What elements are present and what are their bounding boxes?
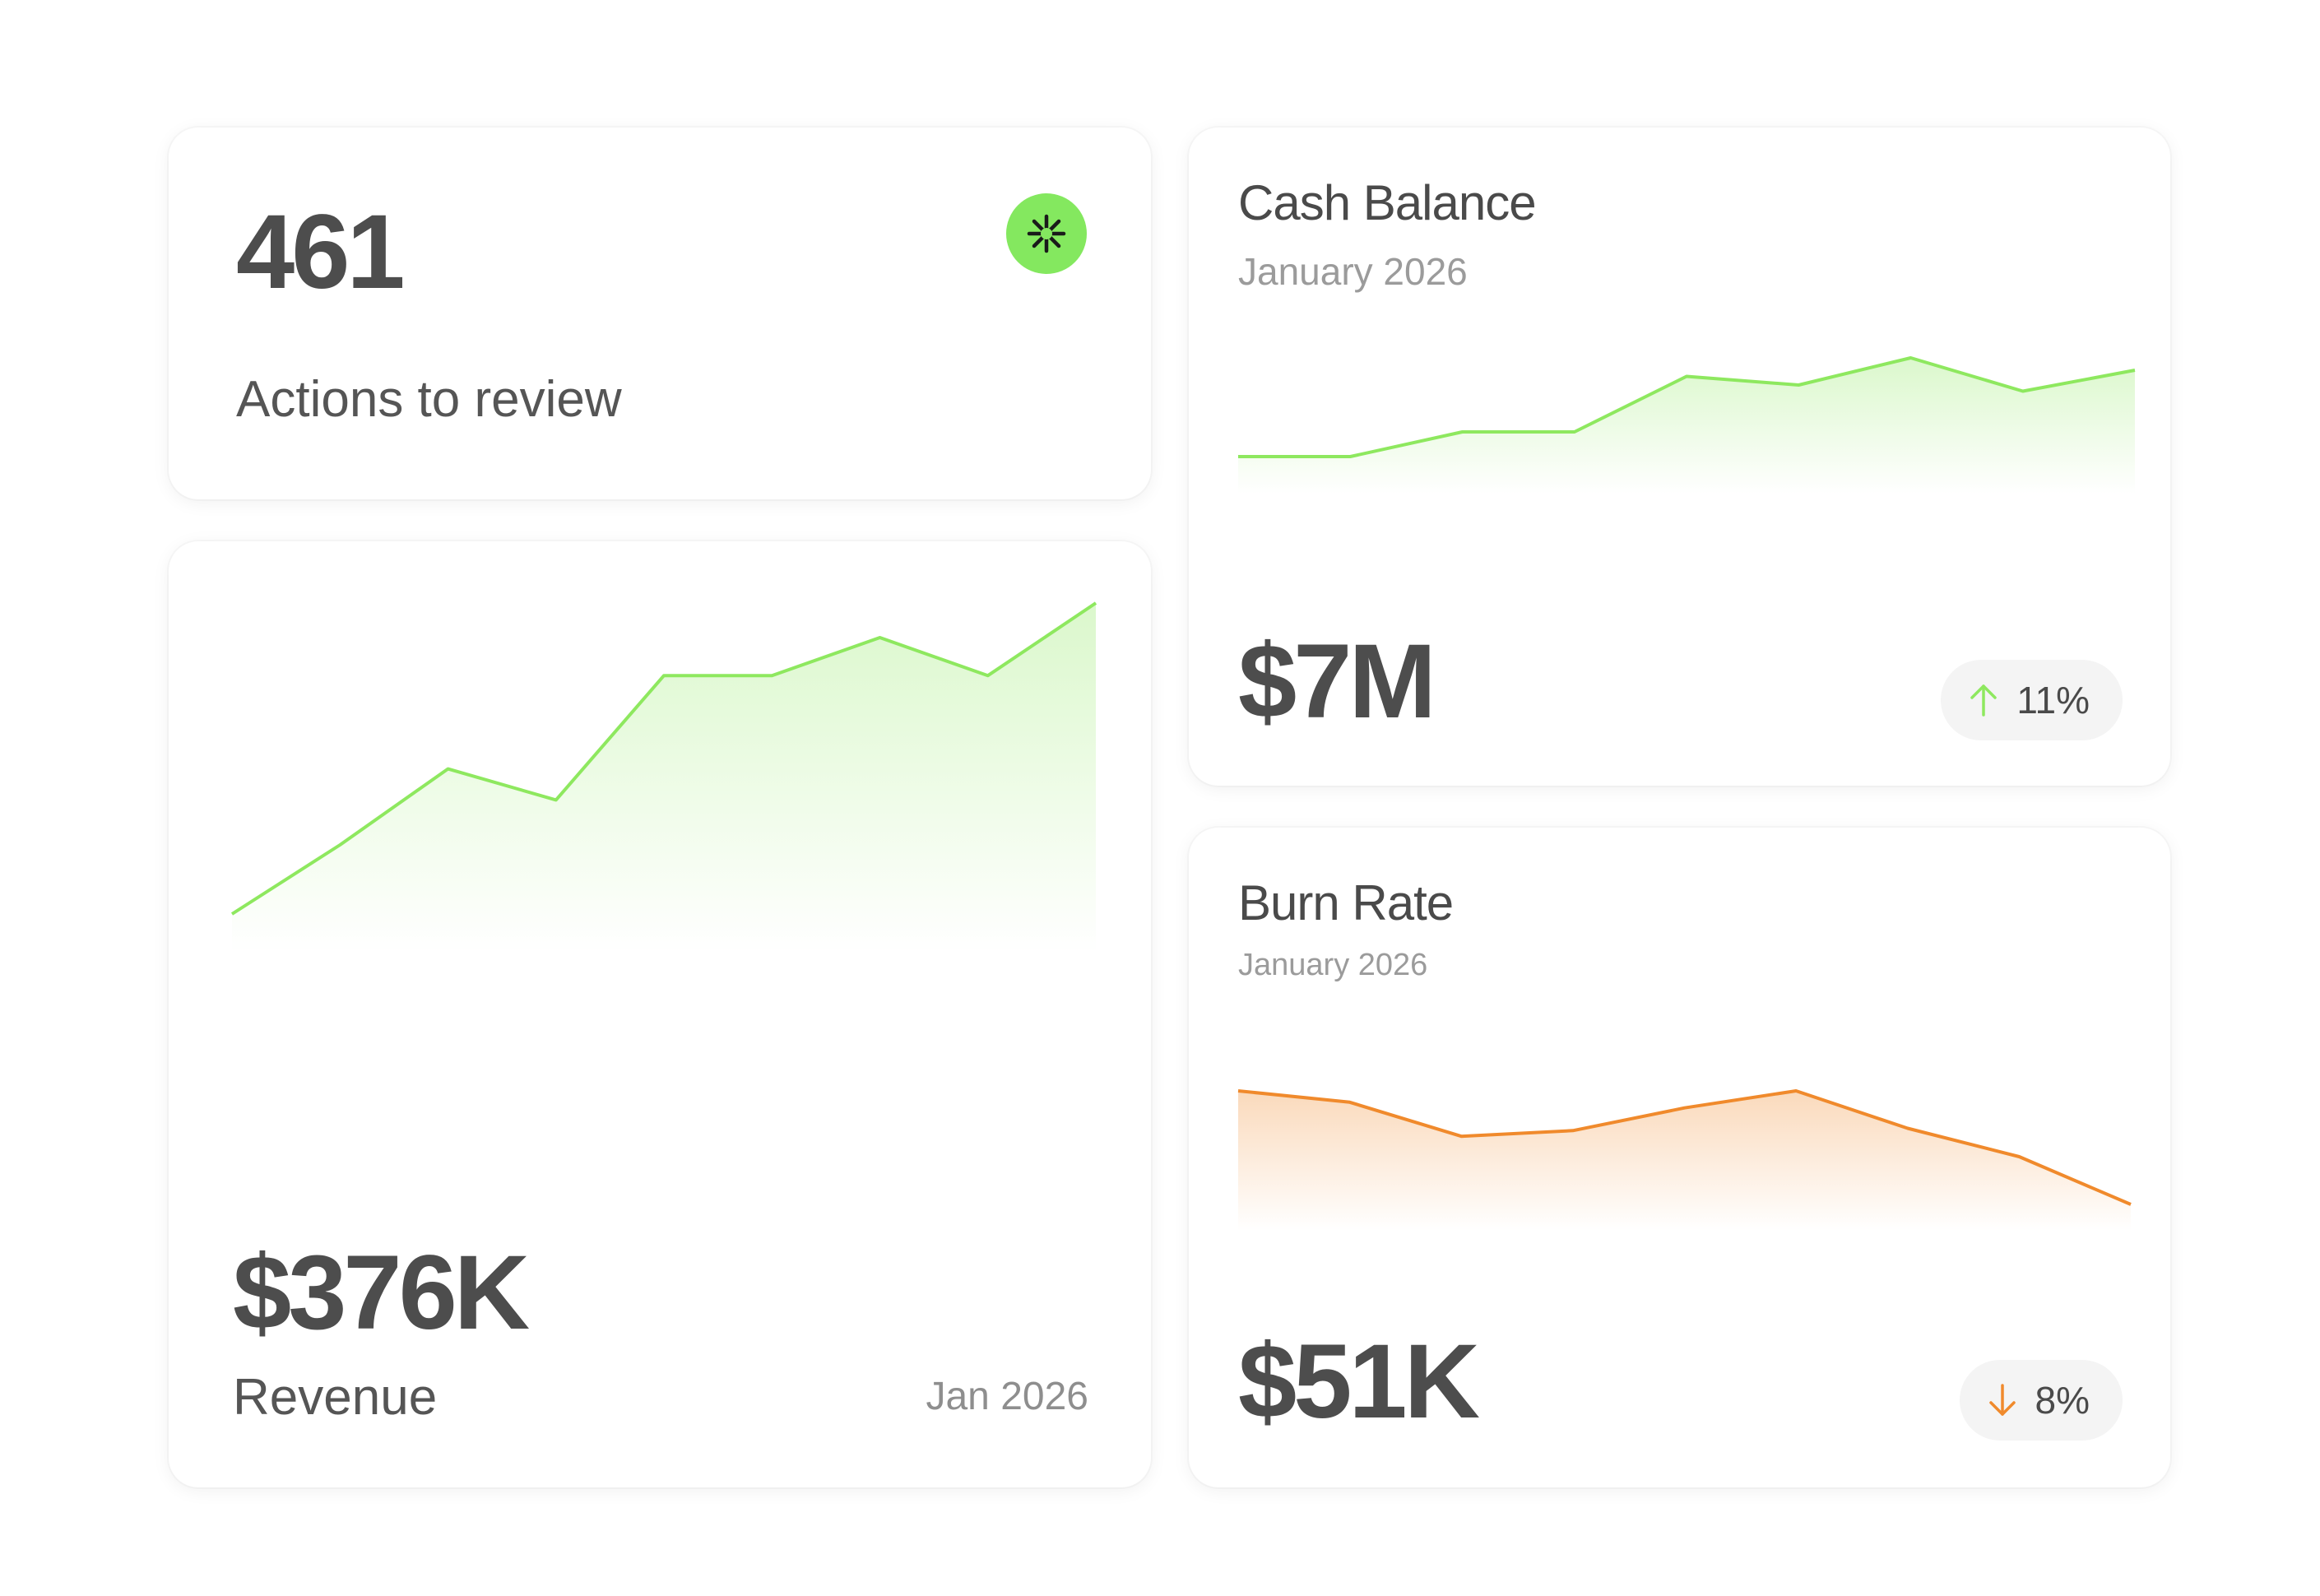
burn-rate-subtitle: January 2026 [1238,948,1428,982]
chart-series-line [1238,356,2136,458]
chart-area-fill [232,603,1096,953]
cash-balance-value: $7M [1238,623,1436,740]
burn-rate-value: $51K [1238,1323,1480,1441]
arrow-down-icon [1988,1384,2016,1416]
actions-count: 461 [236,193,406,311]
asterisk-badge[interactable] [1006,193,1087,274]
chart-series-line [230,601,1097,916]
burn-rate-card[interactable]: Burn Rate January 2026 $51K 8% [1189,828,2170,1487]
actions-card[interactable]: 461 Actions to review [169,128,1151,499]
asterisk-icon [1027,214,1066,253]
burn-rate-title: Burn Rate [1238,875,1454,930]
chart-series-line [1237,1089,2132,1206]
revenue-value: $376K [233,1234,530,1352]
chart-area-fill [1238,358,2135,494]
cash-balance-title: Cash Balance [1238,175,1537,230]
revenue-date: Jan 2026 [926,1375,1088,1418]
cash-balance-chart [1238,356,2136,494]
burn-rate-chart [1237,1089,2132,1231]
actions-label: Actions to review [236,371,622,428]
cash-balance-change-badge: 11% [1941,660,2123,740]
cash-balance-card[interactable]: Cash Balance January 2026 $7M 11% [1189,128,2170,786]
cash-balance-subtitle: January 2026 [1238,250,1468,293]
burn-rate-change: 8% [2035,1379,2090,1422]
revenue-chart [230,601,1097,953]
arrow-up-icon [1970,684,1998,717]
chart-area-fill [1238,1091,2131,1231]
revenue-card[interactable]: $376K Revenue Jan 2026 [169,541,1151,1487]
revenue-label: Revenue [233,1369,438,1426]
cash-balance-change: 11% [2016,679,2090,721]
burn-rate-change-badge: 8% [1959,1360,2123,1441]
